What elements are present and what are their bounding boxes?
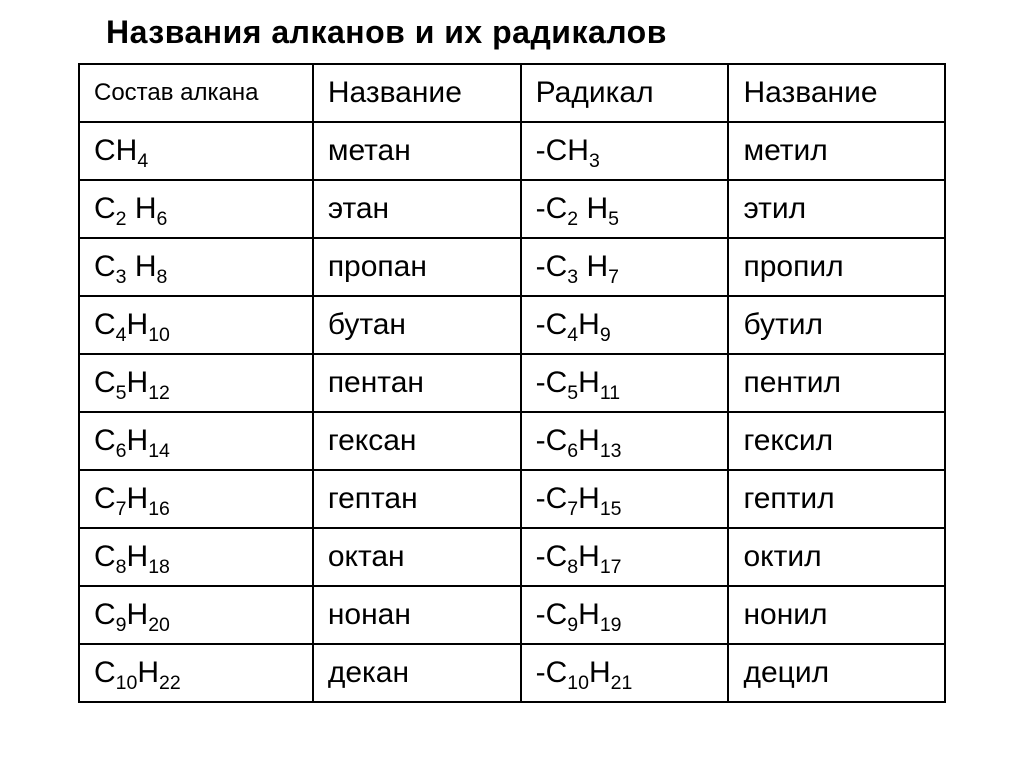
cell-radical-name: гептил	[728, 470, 945, 528]
cell-alkane-formula: C2 H6	[79, 180, 313, 238]
cell-alkane-formula: C9H20	[79, 586, 313, 644]
cell-alkane-name: бутан	[313, 296, 521, 354]
cell-radical-formula: -C6H13	[521, 412, 729, 470]
cell-alkane-formula: C4H10	[79, 296, 313, 354]
cell-alkane-formula: C10H22	[79, 644, 313, 702]
cell-alkane-name: нонан	[313, 586, 521, 644]
col-header-alkane-name: Название	[313, 64, 521, 122]
cell-radical-name: октил	[728, 528, 945, 586]
table-row: C8H18октан-C8H17октил	[79, 528, 945, 586]
cell-radical-formula: -C9H19	[521, 586, 729, 644]
cell-radical-formula: -C7H15	[521, 470, 729, 528]
table-row: C7H16гептан-C7H15гептил	[79, 470, 945, 528]
cell-alkane-name: пропан	[313, 238, 521, 296]
col-header-radical-formula: Радикал	[521, 64, 729, 122]
alkanes-table: Состав алкана Название Радикал Название …	[78, 63, 946, 703]
table-header-row: Состав алкана Название Радикал Название	[79, 64, 945, 122]
table-body: CH4метан-CH3метилC2 H6этан-C2 H5этилC3 H…	[79, 122, 945, 702]
cell-alkane-name: пентан	[313, 354, 521, 412]
cell-radical-name: этил	[728, 180, 945, 238]
cell-radical-name: нонил	[728, 586, 945, 644]
cell-radical-formula: -CH3	[521, 122, 729, 180]
table-row: CH4метан-CH3метил	[79, 122, 945, 180]
table-row: C9H20нонан-C9H19нонил	[79, 586, 945, 644]
cell-radical-name: метил	[728, 122, 945, 180]
cell-radical-name: пентил	[728, 354, 945, 412]
cell-alkane-formula: C7H16	[79, 470, 313, 528]
table-row: C3 H8пропан-C3 H7пропил	[79, 238, 945, 296]
cell-alkane-name: этан	[313, 180, 521, 238]
cell-alkane-name: гептан	[313, 470, 521, 528]
cell-radical-formula: -C8H17	[521, 528, 729, 586]
page-title: Названия алканов и их радикалов	[78, 14, 946, 51]
cell-radical-formula: -C5H11	[521, 354, 729, 412]
cell-alkane-formula: C5H12	[79, 354, 313, 412]
col-header-radical-name: Название	[728, 64, 945, 122]
cell-alkane-name: октан	[313, 528, 521, 586]
cell-radical-name: гексил	[728, 412, 945, 470]
table-row: C6H14гексан-C6H13гексил	[79, 412, 945, 470]
col-header-alkane-formula: Состав алкана	[79, 64, 313, 122]
cell-alkane-formula: C6H14	[79, 412, 313, 470]
cell-alkane-name: гексан	[313, 412, 521, 470]
cell-alkane-formula: CH4	[79, 122, 313, 180]
cell-alkane-name: декан	[313, 644, 521, 702]
cell-radical-formula: -C10H21	[521, 644, 729, 702]
cell-alkane-formula: C3 H8	[79, 238, 313, 296]
cell-radical-formula: -C2 H5	[521, 180, 729, 238]
cell-alkane-name: метан	[313, 122, 521, 180]
table-row: C2 H6этан-C2 H5этил	[79, 180, 945, 238]
cell-radical-formula: -C4H9	[521, 296, 729, 354]
table-row: C4H10бутан-C4H9бутил	[79, 296, 945, 354]
cell-radical-formula: -C3 H7	[521, 238, 729, 296]
table-row: C5H12пентан-C5H11пентил	[79, 354, 945, 412]
cell-radical-name: бутил	[728, 296, 945, 354]
cell-alkane-formula: C8H18	[79, 528, 313, 586]
cell-radical-name: децил	[728, 644, 945, 702]
table-row: C10H22декан-C10H21децил	[79, 644, 945, 702]
cell-radical-name: пропил	[728, 238, 945, 296]
